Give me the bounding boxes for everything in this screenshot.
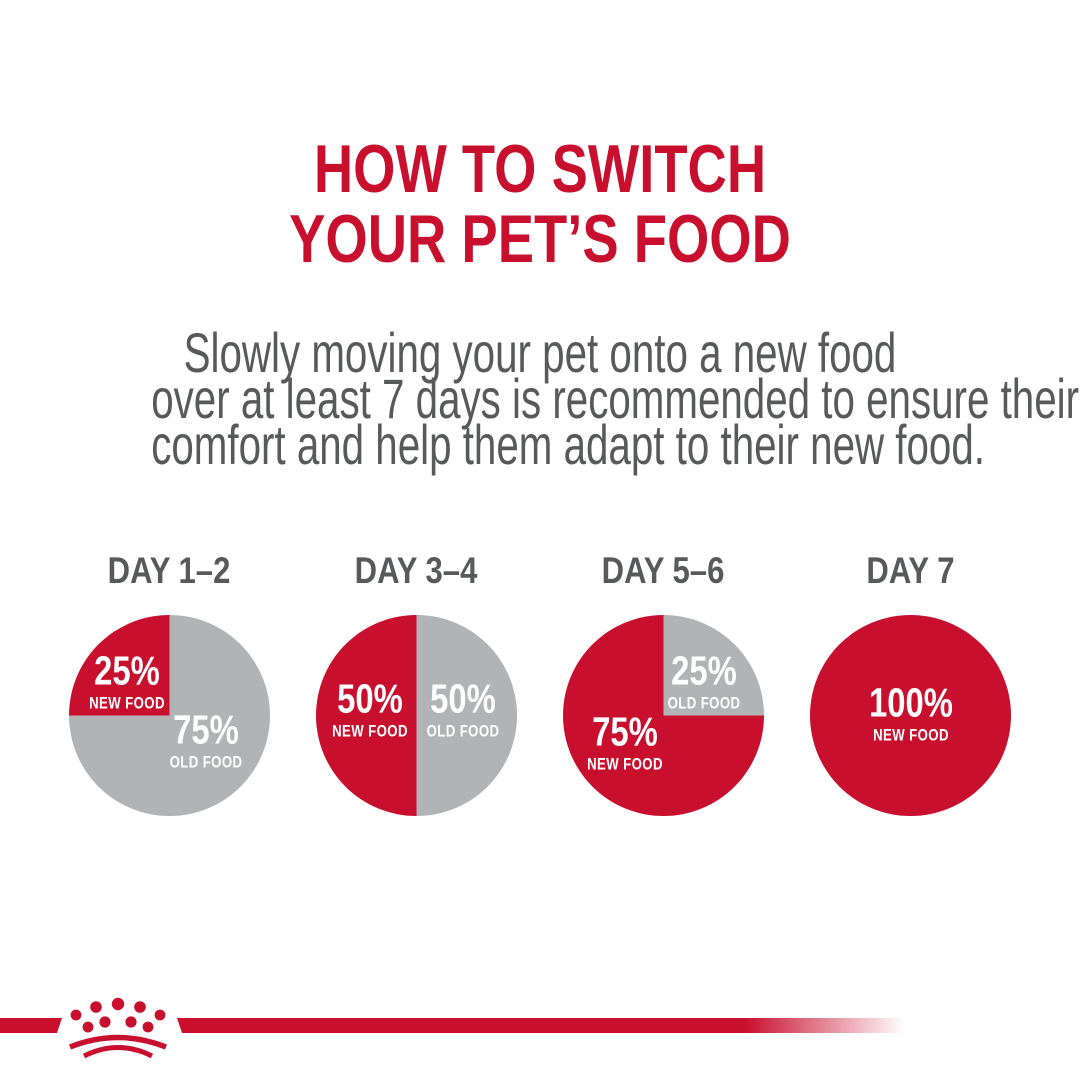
day-1-2-pie-chart: 25% NEW FOOD 75% OLD FOOD [69, 615, 270, 816]
day-7-heading: DAY 7 [866, 550, 955, 591]
old-food-slice-label: 25% OLD FOOD [667, 647, 741, 713]
new-food-name: NEW FOOD [89, 694, 166, 713]
old-food-name: OLD FOOD [169, 752, 243, 771]
royal-canin-crown-icon [68, 997, 168, 1059]
page-title: HOW TO SWITCH YOUR PET’S FOOD [108, 134, 972, 274]
new-food-percent: 100% [868, 679, 953, 726]
new-food-slice-label: 100% NEW FOOD [868, 679, 953, 745]
day-3-4-pie-chart: 50% NEW FOOD 50% OLD FOOD [316, 615, 517, 816]
day-7-pie-chart: 100% NEW FOOD [810, 615, 1011, 816]
day-3-4-column: DAY 3–4 50% NEW FOOD 50% OLD FOOD [293, 552, 540, 816]
new-food-name: NEW FOOD [332, 722, 409, 741]
new-food-slice-label: 25% NEW FOOD [89, 647, 166, 713]
intro-line-3: comfort and help them adapt to their new… [151, 413, 985, 476]
intro-line-2: over at least 7 days is recommended to e… [151, 367, 1080, 430]
day-5-6-heading: DAY 5–6 [602, 550, 725, 591]
footer-rule-left [0, 1018, 62, 1033]
title-line-1: HOW TO SWITCH [313, 131, 767, 207]
new-food-percent: 75% [592, 707, 659, 754]
old-food-name: OLD FOOD [426, 722, 500, 741]
footer-rule-right [177, 1018, 905, 1033]
day-5-6-pie-chart: 75% NEW FOOD 25% OLD FOOD [563, 615, 764, 816]
old-food-slice-label: 75% OLD FOOD [169, 705, 243, 771]
old-food-slice-label: 50% OLD FOOD [426, 675, 500, 741]
new-food-percent: 25% [94, 647, 161, 694]
day-1-2-heading: DAY 1–2 [108, 550, 231, 591]
title-line-2: YOUR PET’S FOOD [289, 201, 791, 277]
new-food-slice-label: 50% NEW FOOD [332, 675, 409, 741]
new-food-name: NEW FOOD [587, 754, 664, 773]
day-1-2-column: DAY 1–2 25% NEW FOOD 75% OLD FOOD [46, 552, 293, 816]
intro-text: Slowly moving your pet onto a new food o… [151, 321, 1080, 476]
day-3-4-heading: DAY 3–4 [355, 550, 478, 591]
old-food-percent: 75% [172, 705, 239, 752]
day-5-6-column: DAY 5–6 75% NEW FOOD 25% OLD FOOD [540, 552, 787, 816]
old-food-name: OLD FOOD [667, 694, 741, 713]
pie-chart-row: DAY 1–2 25% NEW FOOD 75% OLD FOOD DAY 3–… [46, 552, 1034, 816]
new-food-name: NEW FOOD [872, 726, 949, 745]
day-7-column: DAY 7 100% NEW FOOD [787, 552, 1034, 816]
intro-line-1: Slowly moving your pet onto a new food [183, 321, 897, 384]
new-food-slice-label: 75% NEW FOOD [587, 707, 664, 773]
old-food-percent: 25% [670, 647, 737, 694]
new-food-percent: 50% [337, 675, 404, 722]
old-food-percent: 50% [429, 675, 496, 722]
